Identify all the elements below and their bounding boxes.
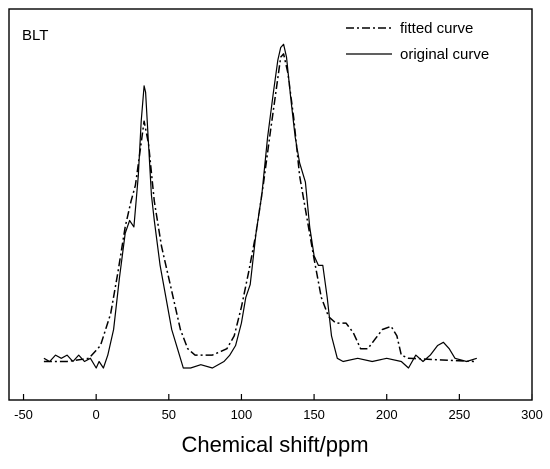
- x-axis-ticks: -50 0 50 100 150 200 250 300: [14, 394, 543, 422]
- x-tick-label: 50: [162, 407, 176, 422]
- x-axis-label: Chemical shift/ppm: [181, 432, 368, 457]
- plot-frame: [8, 8, 533, 401]
- x-tick-label: 150: [303, 407, 325, 422]
- legend: fitted curve original curve: [346, 20, 489, 63]
- x-tick-label: -50: [14, 407, 33, 422]
- series-line-original-curve: [43, 43, 477, 369]
- x-tick-label: 250: [449, 407, 471, 422]
- series-layer: [43, 43, 477, 369]
- legend-label-original-curve: original curve: [400, 46, 489, 63]
- x-tick-label: 300: [521, 407, 543, 422]
- series-line-fitted-curve: [43, 53, 474, 363]
- x-tick-label: 200: [376, 407, 398, 422]
- panel-label: BLT: [22, 27, 48, 44]
- x-tick-label: 100: [231, 407, 253, 422]
- x-tick-label: 0: [93, 407, 100, 422]
- legend-label-fitted-curve: fitted curve: [400, 20, 473, 37]
